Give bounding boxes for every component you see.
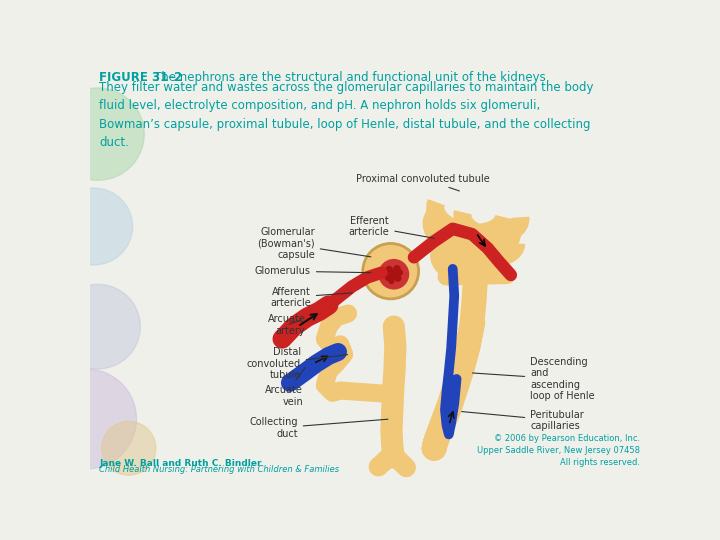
Text: Arcuate
artery: Arcuate artery xyxy=(268,314,305,336)
Circle shape xyxy=(36,369,137,469)
Circle shape xyxy=(390,271,397,278)
Circle shape xyxy=(385,274,392,280)
Circle shape xyxy=(379,260,408,289)
Text: The nephrons are the structural and functional unit of the kidneys.: The nephrons are the structural and func… xyxy=(153,71,549,84)
Text: Descending
and
ascending
loop of Henle: Descending and ascending loop of Henle xyxy=(472,356,595,401)
Text: Proximal convoluted tubule: Proximal convoluted tubule xyxy=(356,174,490,191)
Circle shape xyxy=(363,244,418,299)
Text: Efferent
artericle: Efferent artericle xyxy=(348,215,434,238)
Text: Arcuate
vein: Arcuate vein xyxy=(265,367,305,407)
Text: Glomerulus: Glomerulus xyxy=(255,266,371,276)
Text: Peritubular
capillaries: Peritubular capillaries xyxy=(462,410,584,431)
Circle shape xyxy=(55,188,132,265)
Text: Child Health Nursing: Partnering with Children & Families: Child Health Nursing: Partnering with Ch… xyxy=(99,465,339,475)
Circle shape xyxy=(394,266,400,272)
Text: © 2006 by Pearson Education, Inc.
Upper Saddle River, New Jersey 07458
All right: © 2006 by Pearson Education, Inc. Upper … xyxy=(477,434,640,467)
Text: Collecting
duct: Collecting duct xyxy=(249,417,388,439)
Circle shape xyxy=(55,284,140,369)
Text: Afferent
artericle: Afferent artericle xyxy=(270,287,352,308)
Text: Glomerular
(Bowman's)
capsule: Glomerular (Bowman's) capsule xyxy=(257,227,371,260)
Text: Distal
convoluted
tubule: Distal convoluted tubule xyxy=(247,347,348,380)
Circle shape xyxy=(51,88,144,180)
Text: FIGURE 31–2: FIGURE 31–2 xyxy=(99,71,183,84)
Circle shape xyxy=(397,271,402,275)
Circle shape xyxy=(386,267,392,273)
Circle shape xyxy=(389,279,394,284)
Circle shape xyxy=(395,275,401,281)
Text: Jane W. Ball and Ruth C. Bindler: Jane W. Ball and Ruth C. Bindler xyxy=(99,460,262,468)
Text: They filter water and wastes across the glomerular capillaries to maintain the b: They filter water and wastes across the … xyxy=(99,81,594,150)
Circle shape xyxy=(102,421,156,475)
